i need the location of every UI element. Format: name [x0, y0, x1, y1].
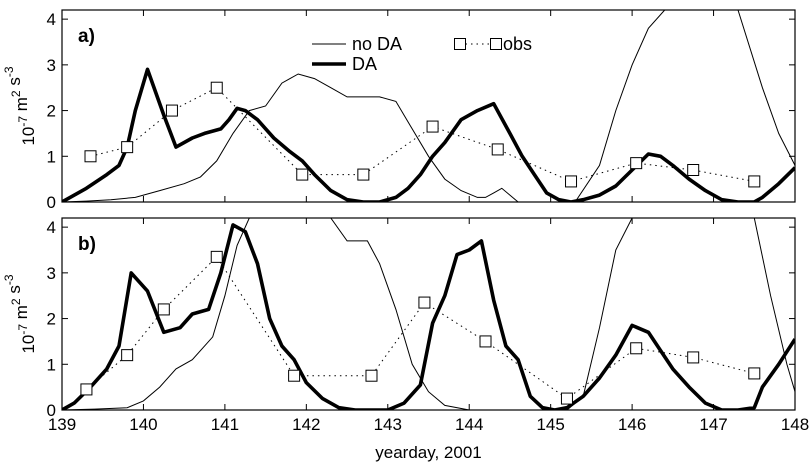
- y-tick-label: 3: [47, 56, 56, 75]
- panel-b: 0 1 2 3 4 139 140 141 142 143 144 145 146 147 148 b) 10-…: [2, 217, 809, 434]
- obs-point: [288, 369, 301, 382]
- x-tick-label: 143: [374, 415, 402, 434]
- obs-point: [748, 175, 761, 188]
- legend-swatch-obs-marker: [454, 38, 466, 50]
- y-axis-label: 10-7 m2 s-3: [2, 274, 38, 353]
- x-tick-label: 147: [699, 415, 727, 434]
- x-tick-label: 142: [292, 415, 320, 434]
- y-tick-label: 0: [47, 401, 56, 420]
- x-tick-label: 139: [48, 415, 76, 434]
- obs-point: [426, 120, 439, 133]
- y-tick-label: 4: [47, 10, 56, 29]
- series-line-da: [62, 223, 795, 410]
- obs-point: [687, 164, 700, 176]
- series-line-da: [62, 67, 795, 202]
- legend-label-no-da: no DA: [352, 34, 402, 54]
- obs-point: [630, 342, 643, 355]
- obs-point: [80, 383, 93, 396]
- series-line-no-da: [62, 10, 795, 202]
- x-tick-label: 145: [536, 415, 564, 434]
- obs-point: [479, 335, 492, 348]
- obs-point: [565, 175, 578, 188]
- x-tick-label: 146: [618, 415, 646, 434]
- obs-point: [365, 369, 378, 382]
- obs-point: [121, 349, 134, 362]
- legend-label-da: DA: [352, 54, 377, 74]
- obs-point: [210, 81, 223, 94]
- obs-point: [165, 104, 178, 117]
- panel-a: 0 1 2 3 4 a) 10-7 m2 s-3: [2, 9, 796, 212]
- x-tick-label: 141: [211, 415, 239, 434]
- panel-label: b): [78, 234, 96, 255]
- y-tick-label: 4: [47, 218, 56, 237]
- plot-frame: [61, 9, 796, 203]
- legend-swatch-obs-marker: [490, 38, 502, 50]
- obs-point: [210, 250, 223, 263]
- y-tick-label: 2: [47, 102, 56, 121]
- x-tick-label: 148: [781, 415, 809, 434]
- y-tick-label: 1: [47, 147, 56, 166]
- obs-point: [748, 367, 761, 380]
- obs-point: [630, 157, 643, 170]
- obs-point: [84, 150, 97, 163]
- y-tick-label: 0: [47, 193, 56, 212]
- x-tick-label: 144: [455, 415, 483, 434]
- obs-point: [296, 168, 309, 181]
- y-tick-label: 3: [47, 264, 56, 283]
- x-axis-label: yearday, 2001: [375, 443, 481, 462]
- obs-point: [491, 143, 504, 156]
- obs-point: [157, 303, 170, 316]
- x-tick-label: 140: [129, 415, 157, 434]
- y-tick-label: 2: [47, 310, 56, 329]
- obs-point: [560, 392, 573, 405]
- obs-point: [418, 296, 431, 309]
- obs-point: [687, 351, 700, 364]
- series-line-obs: [90, 87, 755, 182]
- y-axis-label: 10-7 m2 s-3: [2, 66, 38, 145]
- plot-frame: [61, 217, 796, 411]
- legend-label-obs: obs: [503, 34, 532, 54]
- y-tick-label: 1: [47, 355, 56, 374]
- obs-point: [357, 168, 370, 181]
- panel-label: a): [78, 26, 95, 47]
- obs-point: [121, 141, 134, 154]
